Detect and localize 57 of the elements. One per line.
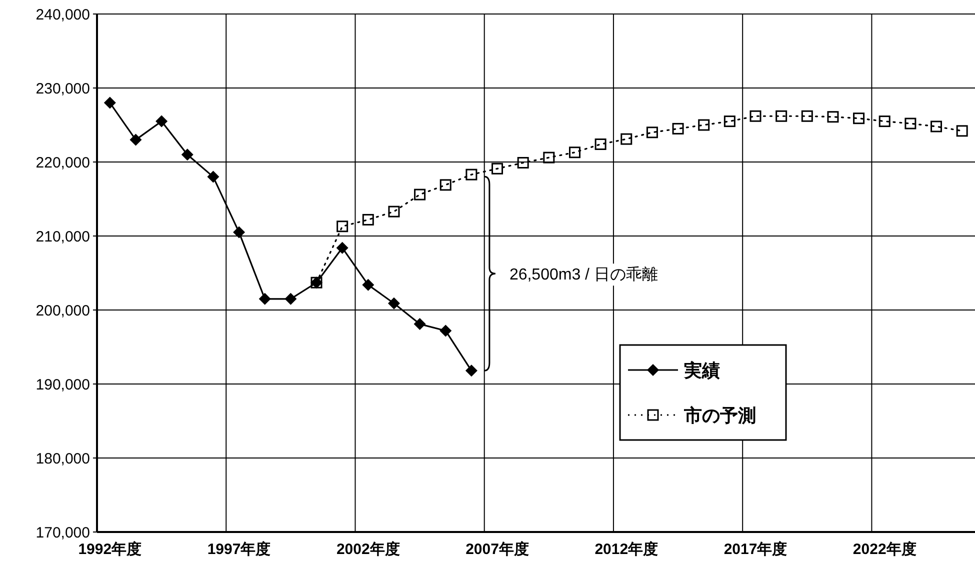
point — [362, 278, 374, 291]
point — [284, 292, 297, 305]
legend-label: 市の予測 — [683, 405, 756, 426]
y-tick-label: 170,000 — [36, 524, 90, 542]
point — [698, 119, 710, 131]
point — [517, 156, 529, 168]
point — [594, 138, 606, 150]
point — [362, 214, 374, 226]
point — [336, 242, 348, 254]
point — [492, 162, 504, 174]
point — [414, 188, 426, 200]
x-tick-label: 2017年度 — [724, 540, 788, 558]
legend-label: 実績 — [683, 360, 720, 380]
point — [465, 364, 478, 377]
y-tick-label: 240,000 — [36, 6, 90, 24]
point — [440, 179, 452, 191]
point — [440, 324, 452, 337]
point — [156, 115, 168, 128]
x-tick-label: 2012年度 — [594, 540, 658, 558]
x-tick-label: 2022年度 — [852, 540, 916, 558]
y-tick-label: 210,000 — [36, 228, 90, 246]
point — [930, 120, 942, 132]
point — [672, 122, 684, 134]
point — [258, 292, 271, 305]
x-tick-label: 2002年度 — [336, 540, 400, 558]
point — [568, 146, 580, 158]
x-tick-label: 1992年度 — [78, 540, 142, 558]
point — [388, 206, 400, 218]
point — [646, 126, 658, 138]
x-tick-label: 2007年度 — [466, 540, 529, 558]
y-tick-label: 180,000 — [36, 450, 90, 468]
y-tick-label: 230,000 — [36, 80, 90, 98]
point — [956, 125, 968, 137]
point — [130, 134, 142, 146]
point — [776, 110, 788, 122]
point — [414, 318, 426, 330]
point — [336, 220, 348, 232]
point — [543, 152, 555, 164]
point — [181, 148, 194, 161]
point — [620, 133, 632, 145]
point — [233, 226, 246, 238]
point — [104, 96, 116, 109]
point — [750, 110, 762, 122]
annotation: 26,500m3 / 日の乖離 — [509, 266, 658, 284]
x-tick-label: 1997年度 — [207, 540, 271, 558]
y-tick-label: 190,000 — [36, 376, 90, 394]
y-tick-label: 200,000 — [36, 302, 90, 320]
point — [904, 118, 916, 130]
point — [466, 168, 478, 180]
point — [388, 297, 400, 310]
point — [724, 116, 736, 128]
y-tick-label: 220,000 — [36, 154, 90, 172]
point — [878, 116, 890, 128]
point — [207, 170, 220, 183]
point — [827, 111, 839, 123]
point — [801, 110, 813, 122]
point — [853, 112, 865, 124]
